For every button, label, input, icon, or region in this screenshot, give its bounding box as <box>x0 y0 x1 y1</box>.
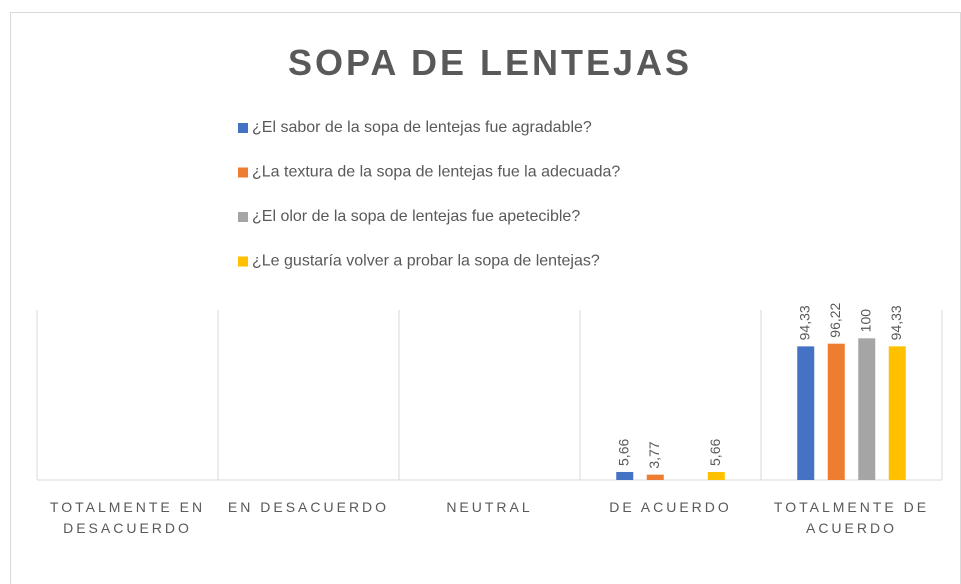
legend-swatch <box>238 212 248 222</box>
bar <box>646 474 664 480</box>
data-label: 5,66 <box>707 439 723 466</box>
x-tick-label: DE ACUERDO <box>609 499 732 515</box>
bar <box>858 338 876 480</box>
x-tick-label: NEUTRAL <box>446 499 533 515</box>
data-label: 100 <box>857 309 873 333</box>
chart-title: SOPA DE LENTEJAS <box>288 42 692 83</box>
data-label: 5,66 <box>615 439 631 466</box>
legend-label: ¿El olor de la sopa de lentejas fue apet… <box>252 208 580 225</box>
bar <box>616 471 634 480</box>
legend-label: ¿La textura de la sopa de lentejas fue l… <box>252 164 620 181</box>
data-label: 96,22 <box>827 302 843 337</box>
data-label: 3,77 <box>646 441 662 468</box>
bar <box>827 343 845 480</box>
legend-swatch <box>238 123 248 133</box>
legend-label: ¿Le gustaría volver a probar la sopa de … <box>252 253 600 270</box>
bar <box>797 346 815 480</box>
bar <box>888 346 906 480</box>
bar <box>707 471 725 480</box>
legend-swatch <box>238 167 248 178</box>
x-tick-label: EN DESACUERDO <box>227 499 390 515</box>
data-label: 94,33 <box>796 305 812 340</box>
x-tick-label: TOTALMENTE DE ACUERDO <box>773 499 930 536</box>
data-label: 94,33 <box>888 305 904 340</box>
legend-label: ¿El sabor de la sopa de lentejas fue agr… <box>252 119 592 136</box>
x-tick-label: TOTALMENTE EN DESACUERDO <box>49 499 206 536</box>
legend-swatch <box>238 256 248 267</box>
